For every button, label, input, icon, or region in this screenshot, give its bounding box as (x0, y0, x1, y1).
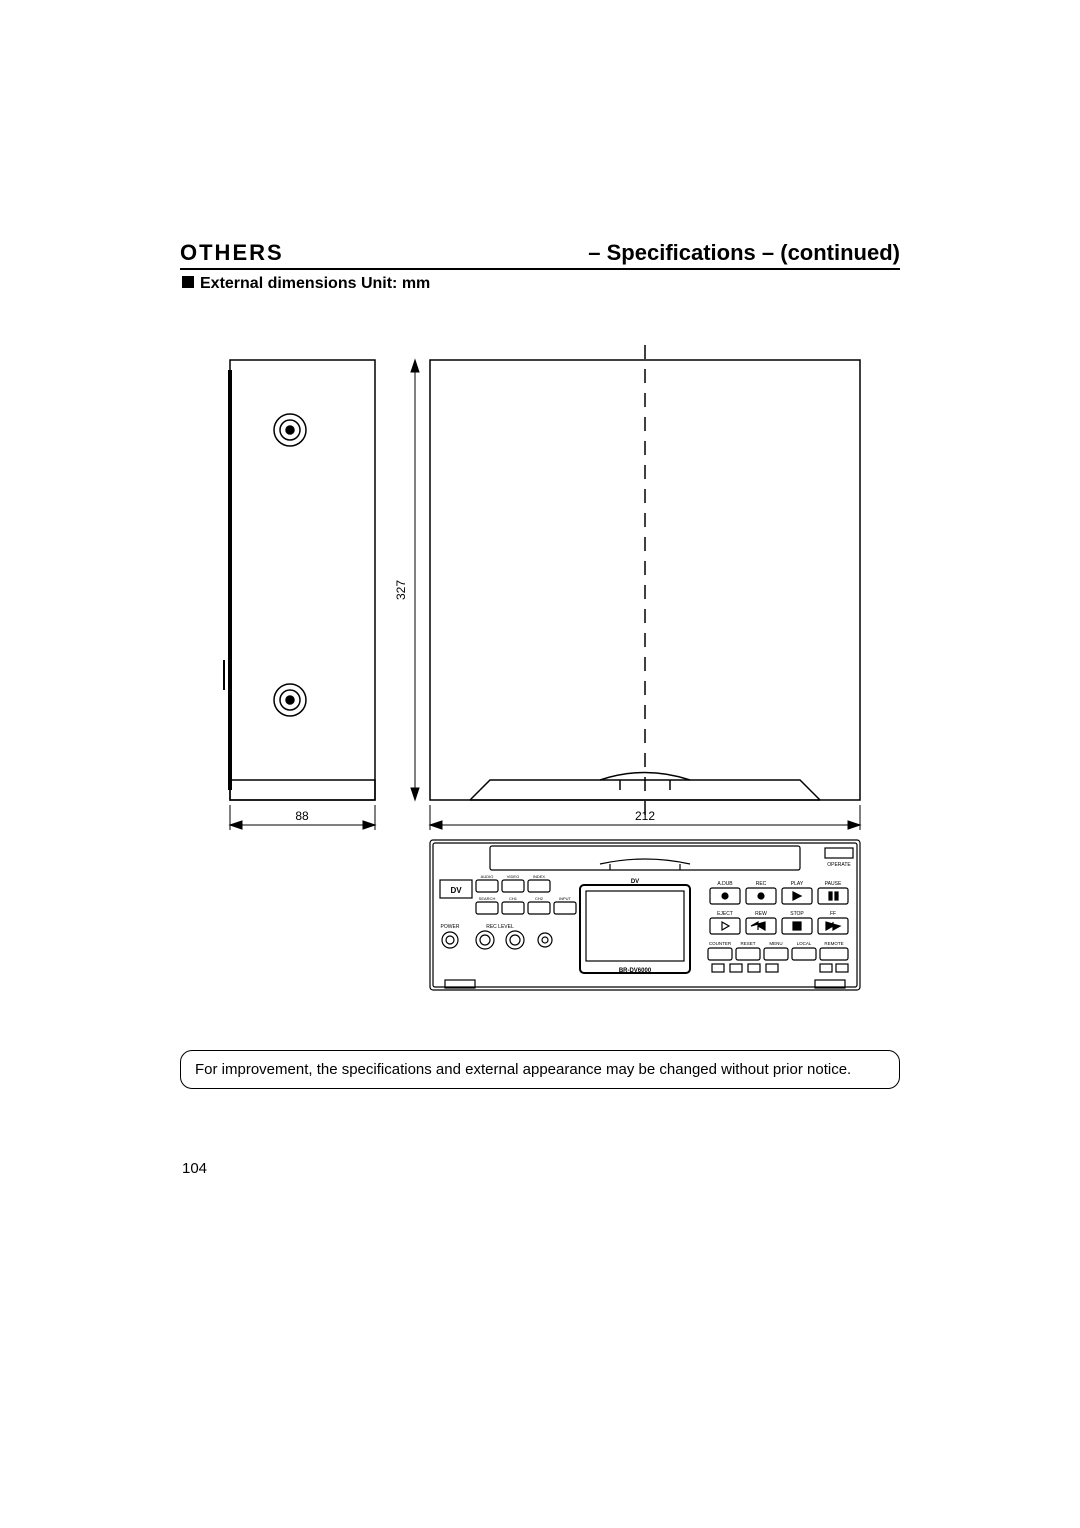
page-header: OTHERS – Specifications – (continued) (180, 240, 900, 270)
lbl-index: INDEX (533, 874, 546, 879)
dimension-diagram: 327 88 212 (180, 330, 900, 1050)
dim-width-front: 212 (635, 809, 655, 823)
model-label: BR-DV6000 (619, 968, 652, 974)
lbl-ch1: CH1 (509, 896, 518, 901)
lbl-menu: MENU (769, 941, 782, 946)
lbl-play: PLAY (791, 881, 804, 887)
notice-box: For improvement, the specifications and … (180, 1050, 900, 1089)
lbl-eject: EJECT (717, 911, 733, 917)
lbl-video: VIDEO (507, 874, 519, 879)
page-number: 104 (182, 1160, 207, 1177)
lbl-stop: STOP (790, 911, 804, 917)
lbl-reclevel: REC LEVEL (486, 924, 514, 930)
lbl-adub: A.DUB (717, 881, 733, 887)
section-subtitle: – Specifications – (continued) (588, 240, 900, 266)
lbl-pause: PAUSE (825, 881, 842, 887)
subheading: External dimensions Unit: mm (182, 275, 430, 293)
lbl-ch2: CH2 (535, 896, 544, 901)
lbl-local: LOCAL (797, 941, 812, 946)
lbl-remote: REMOTE (824, 941, 843, 946)
lbl-search: SEARCH (479, 896, 496, 901)
page: OTHERS – Specifications – (continued) Ex… (0, 0, 1080, 1528)
lbl-counter: COUNTER (709, 941, 732, 946)
lbl-audio: AUDIO (481, 874, 494, 879)
lbl-rec: REC (756, 881, 767, 887)
notice-text: For improvement, the specifications and … (195, 1061, 851, 1078)
label-operate: OPERATE (827, 862, 851, 868)
lbl-input: INPUT (559, 896, 572, 901)
lbl-rew: REW (755, 911, 767, 917)
bullet-square-icon (182, 276, 194, 288)
lbl-power: POWER (441, 924, 460, 930)
section-title: OTHERS (180, 240, 284, 266)
subheading-text: External dimensions Unit: mm (200, 275, 430, 292)
dim-depth: 327 (394, 580, 408, 600)
dim-width-side: 88 (295, 809, 309, 823)
lbl-reset: RESET (740, 941, 755, 946)
logo-center: DV (631, 879, 639, 885)
lbl-ff: FF (830, 911, 836, 917)
logo-left: DV (450, 886, 462, 895)
